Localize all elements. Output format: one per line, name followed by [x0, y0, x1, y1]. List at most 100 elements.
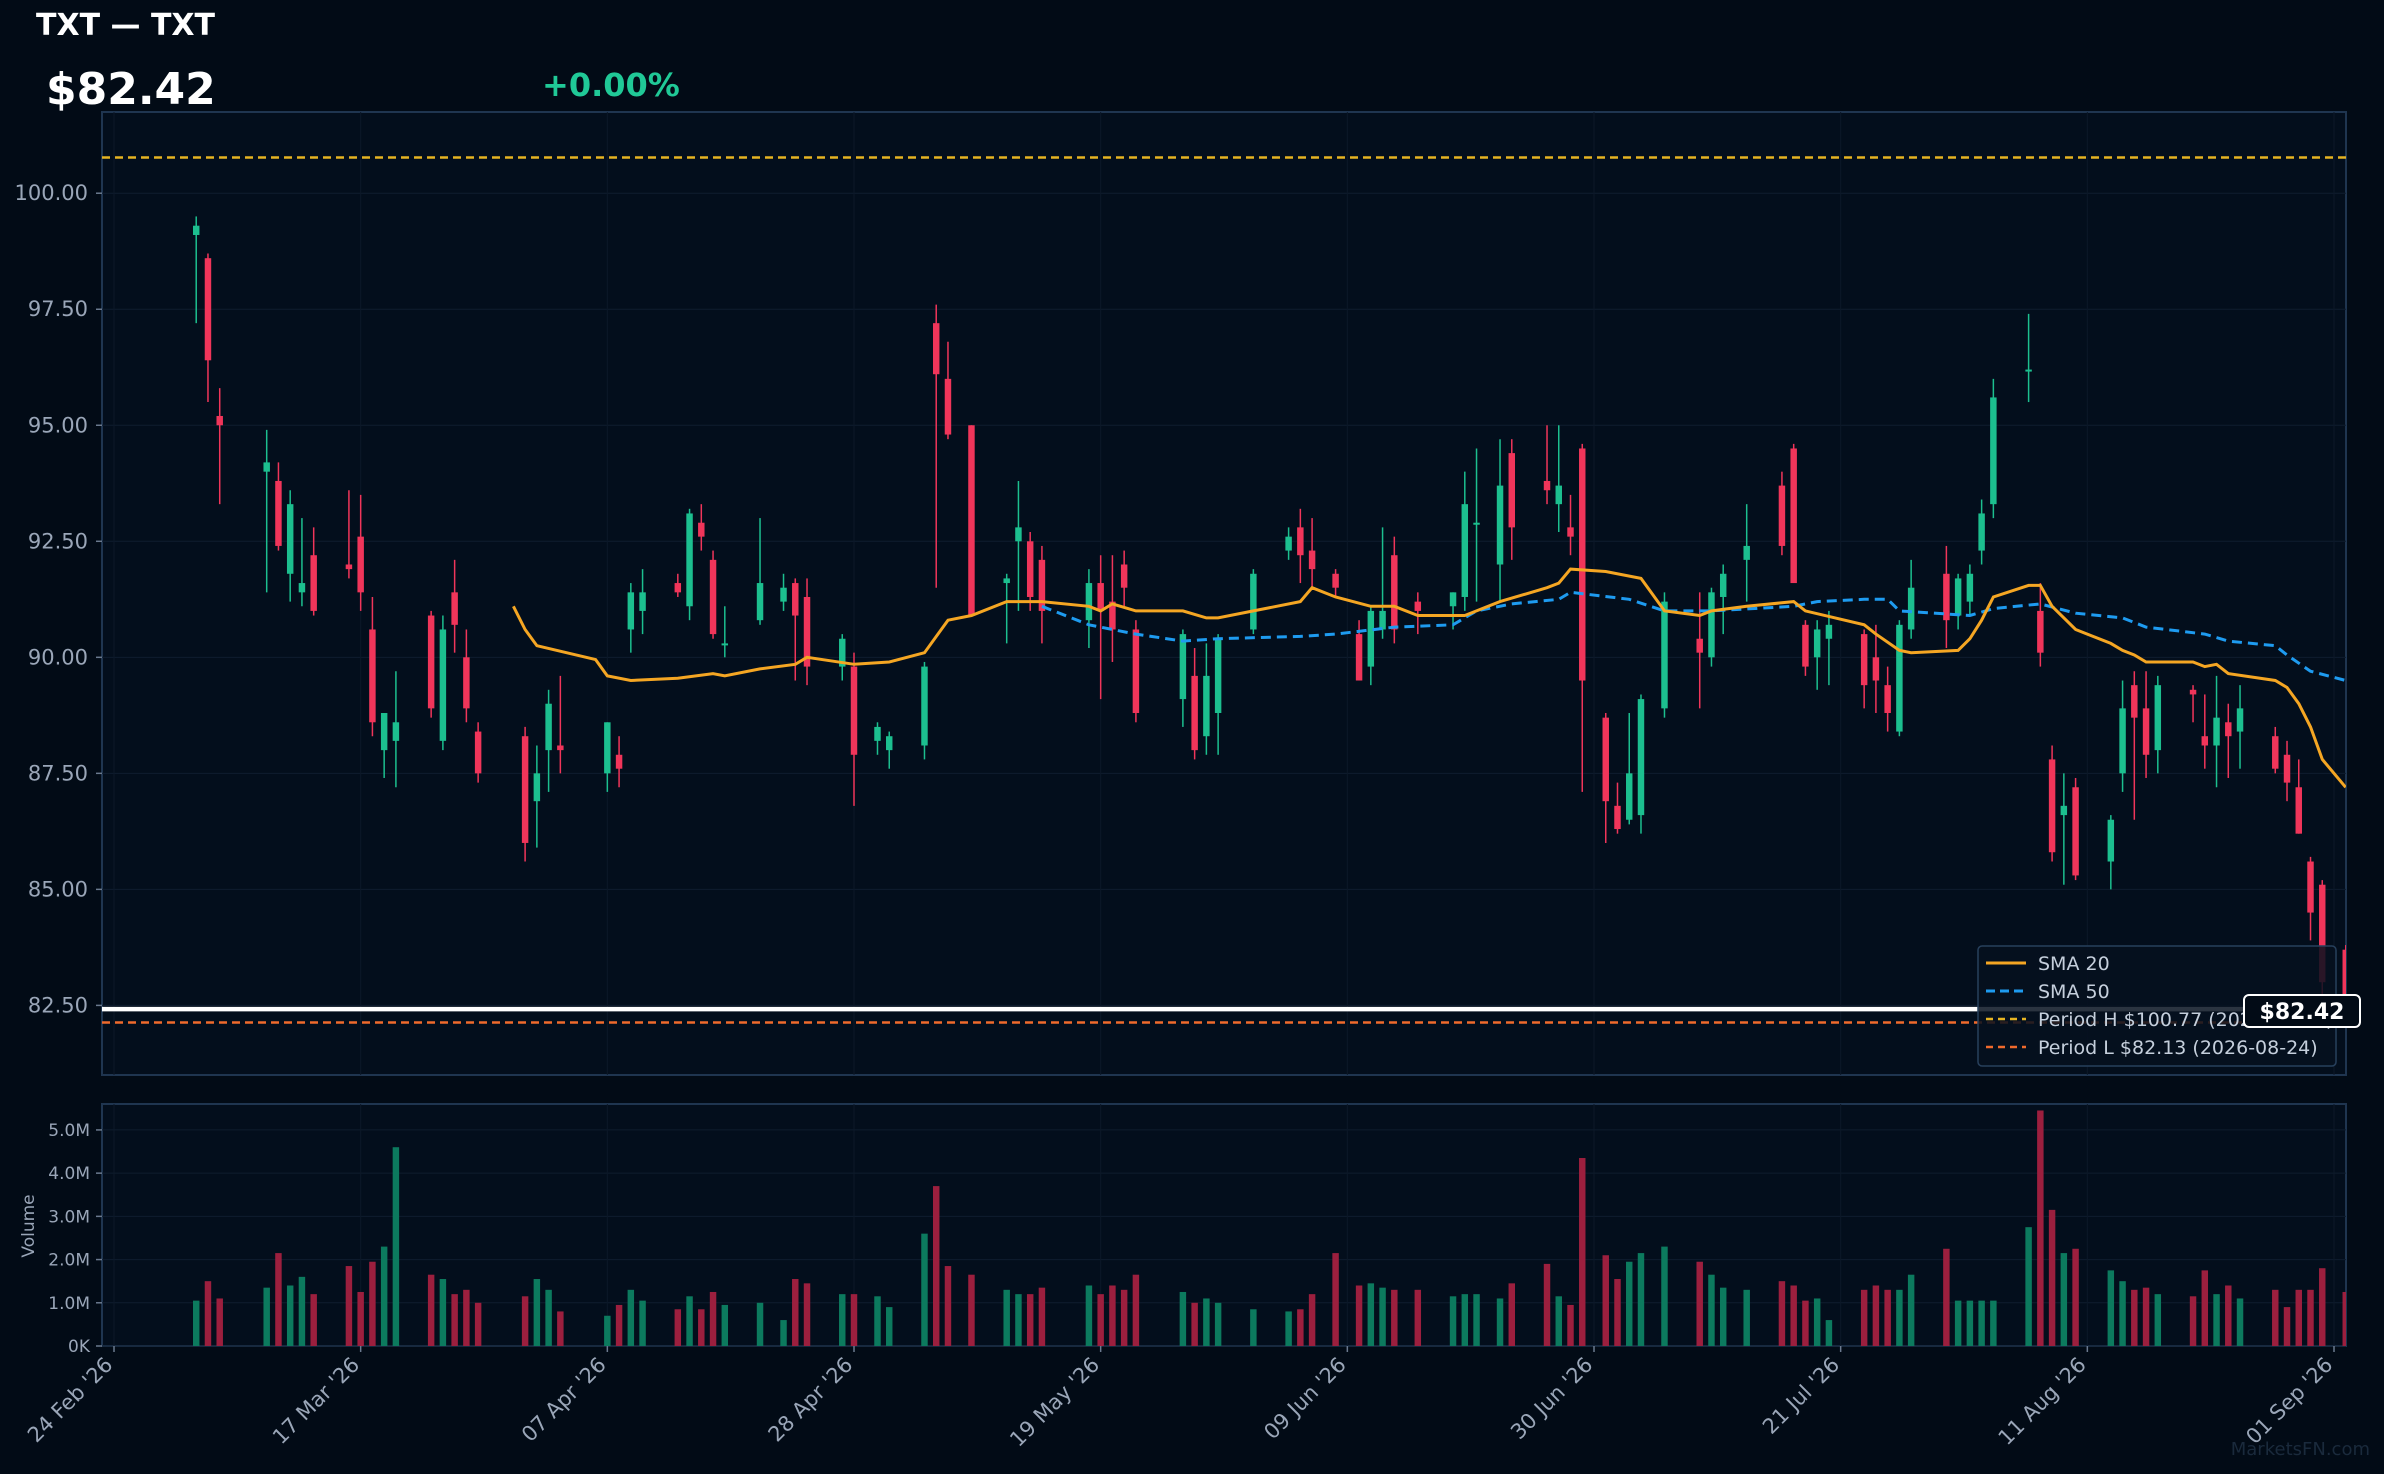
price-tick-label: 85.00 [28, 877, 88, 901]
candle-body [392, 722, 400, 741]
candle-body [1943, 573, 1950, 621]
volume-bar [1790, 1285, 1797, 1346]
volume-bar [1496, 1298, 1504, 1346]
volume-bar [286, 1285, 294, 1346]
price-change-percent: +0.00% [542, 66, 680, 104]
volume-bar [1602, 1255, 1609, 1346]
candle-body [1602, 717, 1609, 802]
candle-body [839, 638, 846, 667]
volume-bar [521, 1296, 529, 1346]
candle-body [1285, 536, 1292, 551]
candle-body [2142, 708, 2150, 755]
candle-body [192, 225, 200, 235]
volume-bar [427, 1274, 435, 1346]
date-tick-label: 07 Apr '26 [517, 1353, 611, 1447]
candle-body [1743, 545, 1750, 560]
candle-body [968, 425, 975, 616]
candle-body [627, 592, 635, 630]
candle-body [1203, 675, 1210, 737]
volume-bar [674, 1309, 682, 1346]
candle-body [216, 415, 223, 426]
date-tick-label: 21 Jul '26 [1758, 1353, 1844, 1439]
candle-body [850, 666, 858, 755]
candle-body [1132, 629, 1140, 714]
volume-bar [1978, 1300, 1985, 1346]
volume-bar [839, 1294, 846, 1346]
candle-body [1696, 638, 1703, 653]
volume-bar [1555, 1296, 1562, 1346]
volume-bar [451, 1294, 458, 1346]
last-price-tag-label: $82.42 [2260, 1000, 2345, 1025]
volume-bar [1449, 1296, 1457, 1346]
volume-tick-label: 1.0M [48, 1294, 90, 1314]
volume-bar [803, 1283, 811, 1346]
price-tick-label: 95.00 [28, 413, 88, 437]
volume-bar [204, 1281, 212, 1346]
date-tick-label: 09 Jun '26 [1259, 1353, 1350, 1444]
candle-body [1555, 485, 1562, 505]
volume-bar [2037, 1110, 2044, 1346]
volume-bar [1179, 1291, 1187, 1346]
candle-body [1813, 629, 1821, 658]
volume-bar [369, 1261, 376, 1346]
volume-bar [439, 1279, 447, 1346]
candle-body [1966, 573, 1974, 602]
candle-body [2225, 722, 2232, 737]
candle-body [2025, 369, 2032, 372]
volume-bar [2119, 1281, 2126, 1346]
volume-bar [698, 1309, 705, 1346]
candle-body [1449, 592, 1457, 607]
volume-bar [2048, 1209, 2056, 1346]
volume-bar [1508, 1283, 1516, 1346]
candle-body [1473, 522, 1480, 525]
candle-body [263, 462, 270, 472]
candle-body [1719, 573, 1727, 597]
candle-body [674, 583, 682, 593]
volume-tick-label: 4.0M [48, 1164, 90, 1184]
candle-body [2060, 805, 2068, 816]
candle-body [1097, 583, 1104, 611]
price-tick-label: 97.50 [28, 297, 88, 321]
volume-bar [1954, 1300, 1962, 1346]
volume-bar [1825, 1320, 1833, 1346]
candle-body [1367, 610, 1375, 667]
date-tick-label: 01 Sep '26 [2241, 1353, 2337, 1449]
legend-label-period-low: Period L $82.13 (2026-08-24) [2038, 1037, 2318, 1059]
volume-bar [1026, 1294, 1034, 1346]
volume-bar [1355, 1285, 1363, 1346]
volume-bar [1802, 1300, 1809, 1346]
candle-body [1802, 624, 1809, 667]
volume-bar [1132, 1274, 1140, 1346]
candle-body [1496, 485, 1504, 565]
volume-bar [1743, 1289, 1750, 1346]
volume-bar [1708, 1274, 1715, 1346]
volume-bar [275, 1253, 282, 1346]
candle-body [686, 513, 693, 607]
volume-bar [1297, 1309, 1304, 1346]
candle-body [1626, 773, 1633, 820]
date-tick-label: 30 Jun '26 [1506, 1353, 1597, 1444]
candle-body [1661, 601, 1668, 709]
watermark: MarketsFN.com [2231, 1439, 2370, 1460]
volume-bar [1990, 1300, 1997, 1346]
volume-plot-area [101, 1103, 2347, 1347]
candle-body [1567, 527, 1574, 537]
candle-body [2213, 717, 2220, 746]
volume-bar [1567, 1304, 1574, 1346]
candle-body [874, 726, 881, 741]
candle-body [474, 731, 482, 774]
volume-bar [1308, 1294, 1316, 1346]
volume-bar [345, 1266, 353, 1346]
volume-bar [1379, 1287, 1386, 1346]
volume-bar [474, 1302, 482, 1346]
volume-bar [1907, 1274, 1915, 1346]
candle-body [1508, 453, 1516, 528]
volume-bar [2319, 1268, 2326, 1346]
candle-body [204, 258, 212, 361]
volume-bar [721, 1304, 729, 1346]
volume-bar [874, 1296, 881, 1346]
candle-body [1391, 555, 1398, 630]
volume-bar [2060, 1253, 2068, 1346]
candle-body [2201, 736, 2209, 746]
